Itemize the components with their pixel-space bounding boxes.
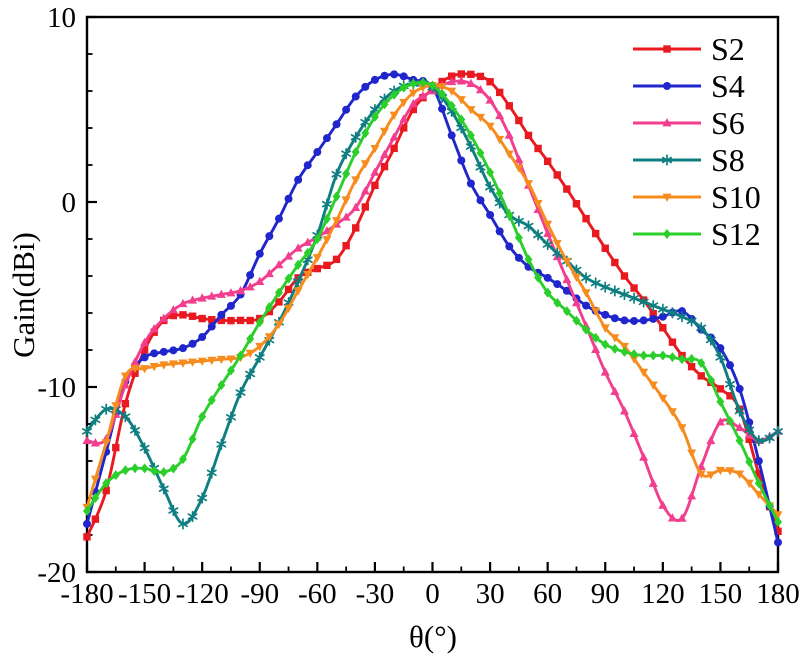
legend-label: S6 — [711, 104, 745, 141]
x-tick-label: 120 — [641, 578, 685, 610]
x-tick-label: 150 — [699, 578, 743, 610]
legend: S2 S4 S6 S8 S10 S12 — [630, 30, 761, 252]
x-tick-label: -60 — [298, 578, 337, 610]
legend-line-star-marker-icon — [633, 153, 701, 166]
legend-line-circle-marker-icon — [633, 81, 701, 90]
plot-area: -180 -150 -120 -90 -60 -30 0 30 60 90 120 150 180 10 0… — [37, 2, 799, 610]
x-tick-label: -120 — [176, 578, 229, 610]
x-tick-label: -90 — [240, 578, 279, 610]
x-tick-label: 30 — [476, 578, 505, 610]
x-tick-label: 60 — [533, 578, 562, 610]
legend-item-s6: S6 — [630, 104, 761, 141]
legend-line-diamond-marker-icon — [633, 228, 701, 239]
legend-item-s12: S12 — [630, 215, 761, 252]
x-tick-label: -180 — [60, 578, 113, 610]
legend-label: S4 — [711, 67, 745, 104]
y-axis-label: Gain(dBi) — [6, 232, 41, 358]
x-tick-label: 0 — [425, 578, 440, 610]
y-tick-label: -20 — [37, 557, 76, 589]
x-axis-label: θ(°) — [409, 619, 457, 654]
y-tick-label: 0 — [62, 187, 77, 219]
legend-label: S12 — [711, 215, 761, 252]
x-tick-label: -30 — [356, 578, 395, 610]
y-tick-label: -10 — [37, 372, 76, 404]
x-tick-label: 180 — [756, 578, 800, 610]
series-s12 — [83, 77, 782, 528]
legend-item-s8: S8 — [630, 141, 761, 178]
legend-line-triangle-marker-icon — [633, 117, 701, 126]
legend-label: S8 — [711, 141, 745, 178]
y-tick-label: 10 — [47, 2, 76, 34]
legend-item-s2: S2 — [630, 30, 761, 67]
legend-item-s4: S4 — [630, 67, 761, 104]
x-tick-label: -150 — [118, 578, 171, 610]
legend-line-triangle-down-marker-icon — [633, 193, 701, 202]
x-tick-label: 90 — [591, 578, 620, 610]
legend-label: S10 — [711, 178, 761, 215]
legend-line-square-marker-icon — [633, 44, 701, 53]
legend-label: S2 — [711, 30, 745, 67]
legend-item-s10: S10 — [630, 178, 761, 215]
